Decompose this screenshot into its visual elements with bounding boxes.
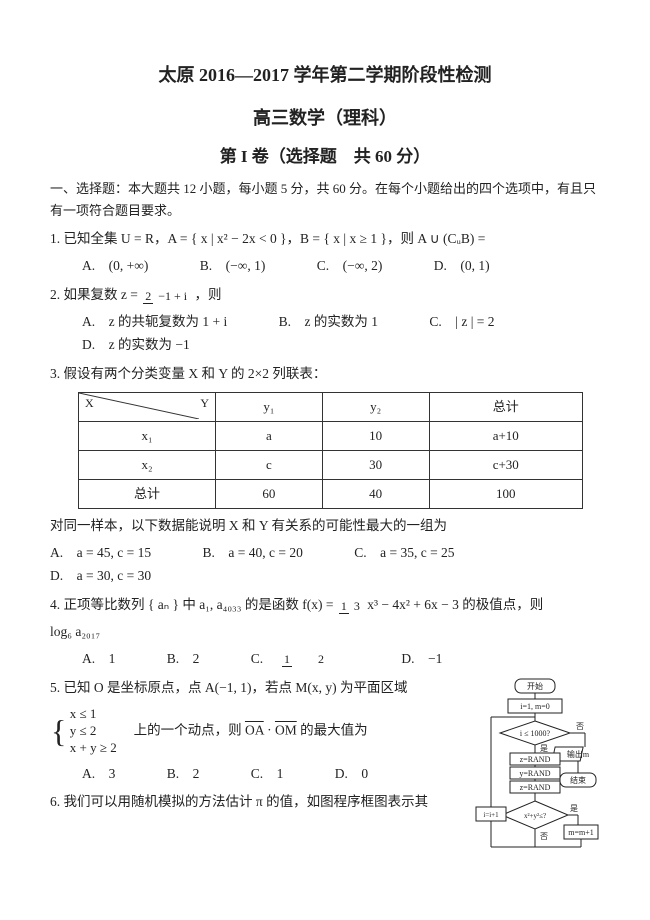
q5-opt-c: C. 1: [251, 763, 308, 786]
svg-text:否: 否: [576, 722, 584, 731]
table-row: 总计 60 40 100: [79, 480, 583, 509]
svg-text:i ≤ 1000?: i ≤ 1000?: [520, 729, 551, 738]
svg-text:x²+y²≤?: x²+y²≤?: [524, 812, 546, 820]
question-4: 4. 正项等比数列 { aₙ } 中 a₁, a₄₀₃₃ 的是函数 f(x) =…: [50, 594, 600, 617]
svg-text:否: 否: [540, 832, 548, 841]
flowchart-figure: 开始 i=1, m=0 i ≤ 1000? 否 输出m 结束 是 z=RAND …: [470, 677, 600, 872]
svg-text:是: 是: [540, 744, 548, 753]
question-2-options: A. z 的共轭复数为 1 + i B. z 的实数为 1 C. | z | =…: [82, 311, 600, 357]
q5-opt-a: A. 3: [82, 763, 139, 786]
q1-opt-b: B. (−∞, 1): [200, 255, 290, 278]
q4-fraction: 1 3: [339, 600, 362, 613]
question-3: 3. 假设有两个分类变量 X 和 Y 的 2×2 列联表：: [50, 363, 600, 386]
q3-opt-d: D. a = 30, c = 30: [50, 565, 175, 588]
table-header-y2: y₂: [322, 392, 429, 421]
table-header-y1: y₁: [216, 392, 323, 421]
svg-text:结束: 结束: [570, 775, 586, 785]
q5-opt-b: B. 2: [167, 763, 224, 786]
svg-text:是: 是: [570, 804, 578, 813]
table-header-total: 总计: [429, 392, 582, 421]
question-4-line2: log₆ a₂₀₁₇: [50, 621, 600, 644]
q2-opt-a: A. z 的共轭复数为 1 + i: [82, 311, 251, 334]
contingency-table: X Y y₁ y₂ 总计 x₁ a 10 a+10 x₂ c 30 c+30 总…: [78, 392, 583, 509]
svg-text:y=RAND: y=RAND: [519, 769, 550, 778]
question-2: 2. 如果复数 z = 2 −1 + i ，则: [50, 284, 600, 307]
q3-opt-c: C. a = 35, c = 25: [354, 542, 478, 565]
q4-opt-d: D. −1: [401, 648, 466, 671]
svg-text:i=i+1: i=i+1: [483, 811, 499, 819]
q4-opt-c: C. 12: [251, 648, 374, 671]
q2-opt-b: B. z 的实数为 1: [279, 311, 402, 334]
q4-opt-a: A. 1: [82, 648, 139, 671]
svg-text:开始: 开始: [527, 681, 543, 691]
question-1: 1. 已知全集 U = R，A = { x | x² − 2x < 0 }，B …: [50, 228, 600, 251]
svg-text:m=m+1: m=m+1: [568, 828, 593, 837]
svg-text:i=1, m=0: i=1, m=0: [520, 702, 549, 711]
svg-text:z=RAND: z=RAND: [520, 783, 551, 792]
table-row: x₂ c 30 c+30: [79, 451, 583, 480]
svg-text:输出m: 输出m: [567, 749, 590, 759]
table-row: x₁ a 10 a+10: [79, 421, 583, 450]
q1-opt-d: D. (0, 1): [434, 255, 514, 278]
title-line-2: 高三数学（理科）: [50, 103, 600, 134]
question-3-options: A. a = 45, c = 15 B. a = 40, c = 20 C. a…: [50, 542, 600, 588]
svg-text:z=RAND: z=RAND: [520, 755, 551, 764]
q1-opt-c: C. (−∞, 2): [317, 255, 407, 278]
q3-opt-a: A. a = 45, c = 15: [50, 542, 175, 565]
title-line-3: 第 I 卷（选择题 共 60 分）: [50, 143, 600, 172]
table-header-xy: X Y: [79, 392, 216, 421]
q2-opt-d: D. z 的实数为 −1: [82, 334, 214, 357]
q2-fraction: 2 −1 + i: [143, 290, 189, 303]
question-1-options: A. (0, +∞) B. (−∞, 1) C. (−∞, 2) D. (0, …: [82, 255, 600, 278]
question-4-options: A. 1 B. 2 C. 12 D. −1: [82, 648, 600, 671]
title-line-1: 太原 2016—2017 学年第二学期阶段性检测: [50, 60, 600, 91]
q1-opt-a: A. (0, +∞): [82, 255, 172, 278]
question-3-sub: 对同一样本，以下数据能说明 X 和 Y 有关系的可能性最大的一组为: [50, 515, 600, 538]
q3-opt-b: B. a = 40, c = 20: [202, 542, 326, 565]
section-intro: 一、选择题：本大题共 12 小题，每小题 5 分，共 60 分。在每个小题给出的…: [50, 178, 600, 222]
q5-opt-d: D. 0: [335, 763, 392, 786]
q4-opt-b: B. 2: [167, 648, 224, 671]
q2-opt-c: C. | z | = 2: [429, 311, 518, 334]
